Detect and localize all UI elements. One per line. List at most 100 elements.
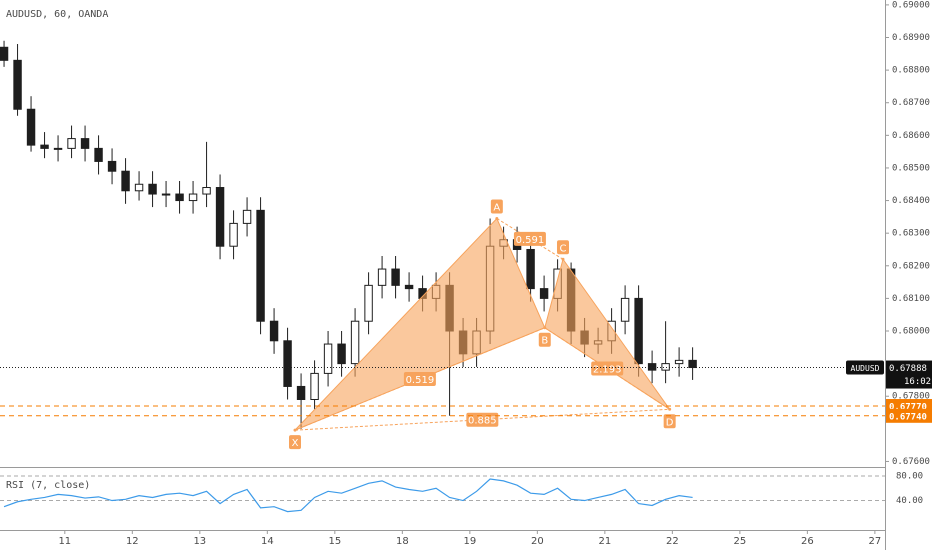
pattern-point [495,216,499,220]
candle-body [377,268,387,286]
candle-body [175,193,184,202]
ratio-label: 0.885 [468,416,497,427]
rsi-title: RSI (7, close) [6,480,90,491]
price-label: 0.67888 [889,364,927,374]
y-tick-label: 0.67600 [892,457,930,467]
candle-body [674,359,684,365]
candle-body [634,297,643,365]
price-box [886,360,932,389]
candle-body [94,147,103,162]
rsi-tick-label: 80.00 [896,471,923,481]
x-tick-label: 26 [801,536,814,547]
level-label: 0.67770 [889,403,927,413]
candle-body [323,343,333,374]
point-box [538,332,551,347]
candle-body [283,340,292,387]
ratio-box [591,361,624,376]
countdown-label: 16:02 [904,377,931,387]
candle-body [161,193,171,196]
ratio-box [403,371,436,386]
candle-body [256,209,265,322]
x-tick-label: 18 [396,536,409,547]
candle-body [148,183,157,195]
candle-body [107,160,117,172]
ratio-label: 2.193 [593,365,622,376]
x-tick-label: 11 [58,536,71,547]
candle-body [215,187,225,247]
candle-body [391,268,400,286]
candle-body [269,320,279,342]
x-tick-label: 13 [193,536,206,547]
candle-body [121,170,130,192]
y-tick-label: 0.68400 [892,196,930,206]
candle-body [80,138,90,149]
y-tick-label: 0.68800 [892,66,930,76]
point-box [663,414,676,429]
y-tick-label: 0.67800 [892,392,930,402]
candle-body [539,288,549,299]
candle-body [26,108,36,146]
pattern-point [543,326,547,330]
y-tick-label: 0.68900 [892,33,930,43]
x-tick-label: 21 [598,536,611,547]
pattern-point [668,407,672,411]
x-tick-label: 19 [463,536,476,547]
x-tick-label: 27 [869,536,882,547]
symbol-label: AUDUSD [851,364,880,373]
candle-body [134,183,144,192]
pattern-leg [496,218,564,260]
point-label: C [560,243,567,254]
candle-body [242,209,252,224]
rsi-tick-label: 40.00 [896,496,923,506]
x-tick-label: 25 [733,536,746,547]
chart-title: AUDUSD, 60, OANDA [6,9,108,20]
candle-body [364,284,373,322]
y-tick-label: 0.68000 [892,327,930,337]
level-box [886,408,932,423]
candle-body [67,138,76,149]
candle-body [350,320,360,365]
level-label: 0.67740 [889,412,927,422]
ratio-label: 0.591 [516,235,545,246]
ratio-box [513,231,546,246]
candle-body [310,372,319,400]
x-tick-label: 22 [666,536,679,547]
candle-body [202,187,211,195]
rsi-line [3,478,693,513]
candle-body [188,193,198,202]
pattern-point [293,428,297,432]
point-label: X [292,438,299,449]
y-tick-label: 0.68200 [892,261,930,271]
point-label: D [666,417,674,428]
candle-body [337,343,346,365]
candle-body [229,222,238,247]
candle-body [620,297,630,322]
y-tick-label: 0.68500 [892,163,930,173]
y-tick-label: 0.69000 [892,0,930,10]
point-box [490,199,503,214]
x-tick-label: 12 [126,536,139,547]
candle-body [404,284,414,290]
candle-body [53,147,63,150]
point-label: A [493,202,500,213]
y-tick-label: 0.68100 [892,294,930,304]
point-label: B [541,336,548,347]
point-box [289,435,301,450]
x-tick-label: 20 [531,536,544,547]
candle-body [526,248,535,290]
candle-body [661,363,670,371]
candle-body [688,359,697,369]
candle-body [0,46,9,61]
x-tick-label: 15 [328,536,341,547]
candle-body [647,363,657,371]
y-tick-label: 0.68600 [892,131,930,141]
x-tick-label: 14 [261,536,274,547]
candle-body [296,385,306,400]
pattern-point [561,257,565,261]
point-box [556,240,569,255]
candle-body [40,144,49,149]
ratio-label: 0.519 [406,375,435,386]
y-tick-label: 0.68300 [892,229,930,239]
y-tick-label: 0.68700 [892,98,930,108]
